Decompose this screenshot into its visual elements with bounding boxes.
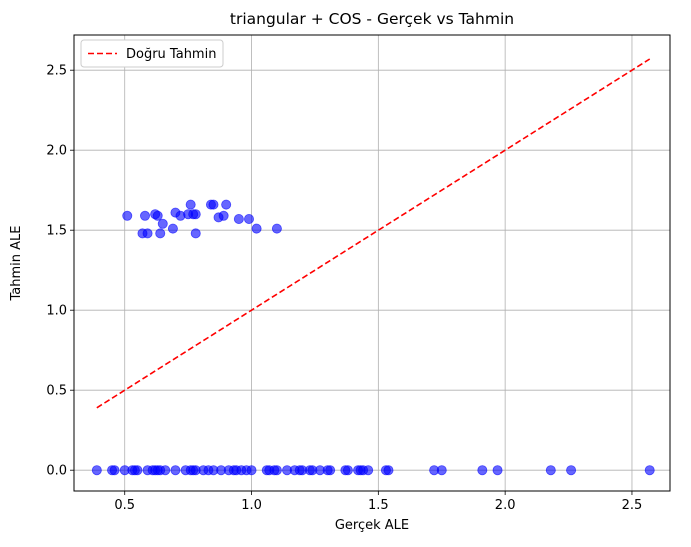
data-point <box>208 199 219 210</box>
y-tick-label: 0.0 <box>46 464 67 479</box>
x-tick-label: 2.0 <box>495 498 516 513</box>
data-point <box>363 465 374 476</box>
data-point <box>140 210 151 221</box>
y-tick-label: 0.5 <box>46 384 67 399</box>
data-point <box>246 465 257 476</box>
data-point <box>160 465 171 476</box>
data-point <box>251 223 262 234</box>
data-point <box>152 210 163 221</box>
x-tick-label: 2.5 <box>622 498 643 513</box>
y-axis-ticks: 0.0 0.5 1.0 1.5 2.0 2.5 <box>46 64 74 479</box>
x-tick-label: 1.5 <box>368 498 389 513</box>
x-tick-label: 0.5 <box>114 498 135 513</box>
data-point <box>157 218 168 229</box>
data-point <box>132 465 143 476</box>
data-point <box>221 199 232 210</box>
data-point <box>342 465 353 476</box>
data-point <box>644 465 655 476</box>
data-point <box>185 199 196 210</box>
legend-label: Doğru Tahmin <box>126 47 216 62</box>
data-point <box>190 228 201 239</box>
data-point <box>190 209 201 220</box>
data-point <box>122 210 133 221</box>
data-point <box>492 465 503 476</box>
y-tick-label: 2.5 <box>46 64 67 79</box>
data-point <box>233 213 244 224</box>
data-point <box>218 210 229 221</box>
data-point <box>91 465 102 476</box>
data-point <box>566 465 577 476</box>
data-point <box>243 213 254 224</box>
data-point <box>271 223 282 234</box>
reference-line-group <box>96 58 651 409</box>
data-point <box>167 223 178 234</box>
data-point <box>109 465 120 476</box>
data-point <box>477 465 488 476</box>
legend-box <box>80 39 224 68</box>
chart-title: triangular + COS - Gerçek vs Tahmin <box>230 10 514 28</box>
data-point <box>142 228 153 239</box>
x-axis-ticks: 0.5 1.0 1.5 2.0 2.5 <box>114 491 642 513</box>
data-point <box>170 465 181 476</box>
data-points <box>91 199 655 476</box>
plot-area <box>74 35 670 491</box>
data-point <box>325 465 336 476</box>
x-tick-label: 1.0 <box>241 498 262 513</box>
legend: Doğru Tahmin <box>80 39 224 68</box>
reference-line <box>96 58 651 409</box>
data-point <box>545 465 556 476</box>
x-axis-label: Gerçek ALE <box>335 518 409 533</box>
y-tick-label: 1.0 <box>46 304 67 319</box>
plot-frame <box>73 34 671 492</box>
data-point <box>436 465 447 476</box>
y-tick-label: 2.0 <box>46 144 67 159</box>
data-point <box>271 465 282 476</box>
data-point <box>383 465 394 476</box>
y-tick-label: 1.5 <box>46 224 67 239</box>
data-point <box>155 228 166 239</box>
y-axis-label: Tahmin ALE <box>9 226 24 302</box>
